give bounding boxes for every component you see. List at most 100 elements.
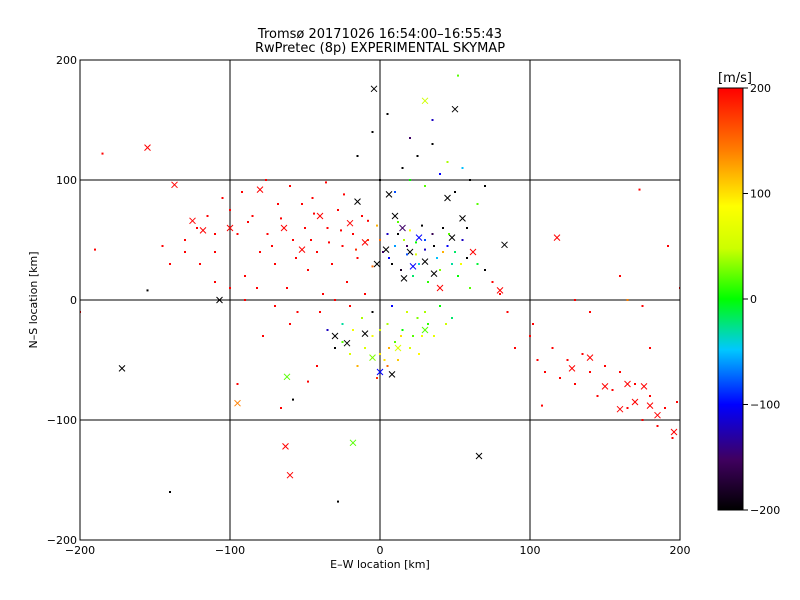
y-tick-label: −100 [47,414,77,427]
dot-marker [383,359,386,361]
dot-marker [409,347,411,349]
dot-marker [274,263,276,265]
cross-marker [409,263,417,270]
cross-marker [199,227,207,234]
dot-marker [356,365,359,367]
dot-marker [161,245,164,247]
dot-marker [421,335,423,337]
dot-marker [466,227,468,229]
dot-marker [514,347,516,349]
plot-frame [79,59,681,541]
x-tick-label: 100 [520,544,541,557]
cross-marker [399,224,406,232]
dot-marker [322,293,324,295]
dot-marker [431,119,434,121]
x-tick-labels: −200 −100 0 100 200 [65,544,691,557]
dot-marker [461,167,464,169]
cross-marker [475,452,483,460]
colorbar: [m/s] −200 −100 0 100 200 [717,71,780,517]
dot-marker [442,227,444,229]
cross-marker [376,368,384,376]
dot-marker [451,317,453,319]
dot-marker [596,395,599,397]
dot-marker [499,293,501,295]
cross-marker [354,198,361,205]
cross-marker [216,296,223,304]
dot-marker [379,239,381,241]
dot-marker [461,239,464,241]
dot-marker [214,251,216,253]
dot-marker [436,257,438,259]
dot-marker [326,329,329,331]
dot-marker [289,323,291,325]
cross-marker [189,217,196,225]
cross-marker [646,402,654,409]
chart-subtitle: RwPretec (8p) EXPERIMENTAL SKYMAP [255,41,505,56]
dot-marker [325,181,327,184]
dot-marker [337,209,339,211]
dot-marker [169,491,171,493]
dot-marker [307,380,309,383]
dot-marker [416,317,419,319]
cross-marker [361,330,369,337]
dot-marker [442,251,444,253]
cross-marker [298,246,306,253]
cross-marker [349,439,357,447]
cross-marker [331,332,339,340]
cross-marker [391,212,399,220]
dot-marker [221,197,224,199]
dot-marker [265,179,267,181]
dot-marker [331,263,333,265]
dot-marker [301,203,303,205]
dot-marker [334,299,336,301]
dot-marker [266,233,269,235]
cross-marker [346,219,354,227]
dot-marker [214,233,216,235]
dot-marker [304,227,306,229]
cross-marker [282,443,289,450]
dot-marker [604,365,606,367]
dot-marker [476,203,479,205]
dot-marker [409,179,411,181]
dot-marker [292,398,294,401]
dot-marker [337,500,339,503]
dot-marker [427,281,429,283]
y-tick-label: 200 [56,54,77,67]
dot-marker [397,233,399,235]
dot-marker [424,185,426,187]
dot-marker [400,335,402,337]
dot-marker [418,353,420,355]
colorbar-tick-labels: −200 −100 0 100 200 [743,82,780,517]
dot-marker [169,263,171,265]
dot-marker [484,185,486,187]
cross-marker [373,260,381,268]
cross-marker [553,234,561,241]
chart-title: Tromsø 20171026 16:54:00–16:55:43 [257,27,502,42]
dot-marker [476,263,479,265]
colorbar-tick-label: 100 [750,188,771,201]
dot-marker [415,253,417,256]
dot-marker [296,311,299,313]
dot-marker [457,74,459,77]
dot-marker [371,265,374,268]
dot-marker [506,311,509,313]
cross-marker [144,144,151,151]
dot-marker [244,275,246,277]
dot-marker [146,289,149,292]
dot-marker [460,263,462,265]
dot-marker [401,329,404,331]
cross-marker [415,234,423,241]
dot-marker [529,335,531,337]
dot-marker [457,275,459,277]
dot-marker [544,371,546,373]
dot-marker [386,323,389,325]
dot-marker [343,193,345,196]
dot-marker [397,359,399,361]
dot-marker [469,179,471,181]
grid [80,60,680,540]
dot-marker [418,263,420,265]
dot-marker [619,371,621,373]
colorbar-tick-label: −100 [750,399,780,412]
dot-marker [94,248,96,251]
cross-marker [256,186,264,193]
